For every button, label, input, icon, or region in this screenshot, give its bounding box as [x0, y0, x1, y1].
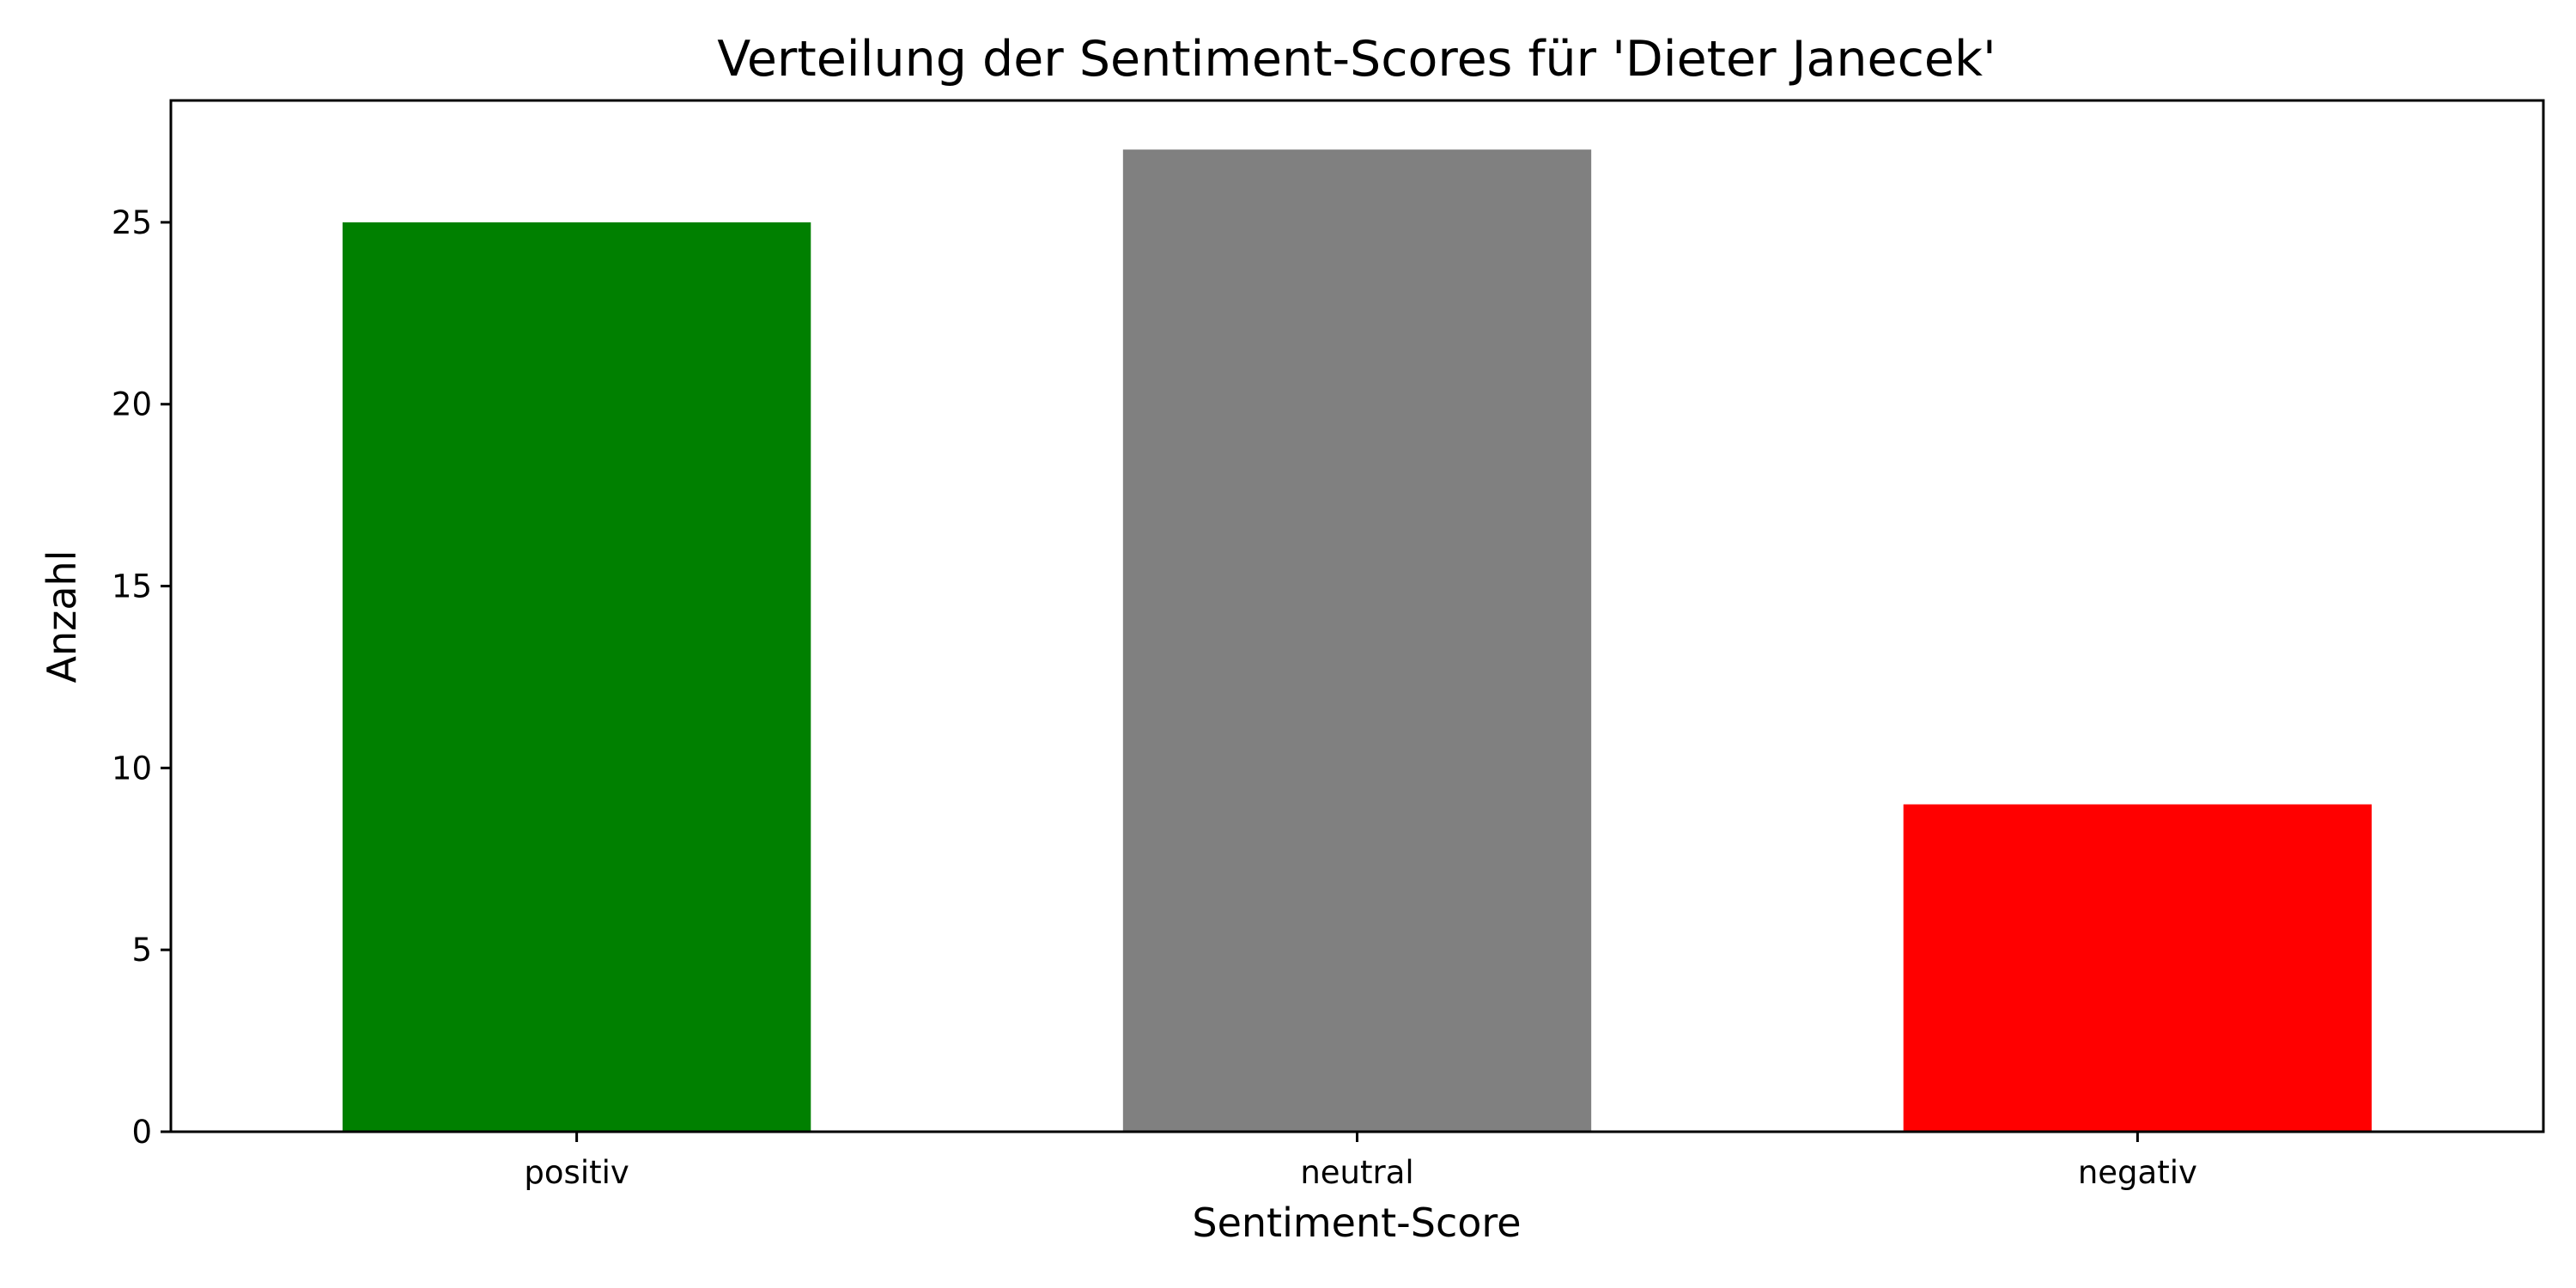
bars-group [342, 149, 2372, 1133]
chart-title: Verteilung der Sentiment-Scores für 'Die… [717, 31, 1996, 88]
y-tick-label: 5 [131, 932, 152, 969]
y-tick-label: 15 [112, 568, 152, 605]
y-tick-label: 20 [112, 386, 152, 423]
x-tick-label-positiv: positiv [524, 1154, 629, 1191]
bar-negativ [1903, 804, 2372, 1132]
y-axis-ticks: 0 5 10 15 20 25 [112, 204, 171, 1151]
bar-positiv [342, 222, 811, 1132]
y-tick-label: 25 [112, 204, 152, 241]
y-tick-label: 0 [131, 1114, 152, 1151]
y-axis-label: Anzahl [39, 550, 85, 683]
x-tick-label-neutral: neutral [1300, 1154, 1413, 1191]
bar-neutral [1122, 149, 1592, 1133]
x-axis-label: Sentiment-Score [1192, 1200, 1521, 1246]
x-axis-ticks: positiv neutral negativ [524, 1132, 2197, 1191]
y-tick-label: 10 [112, 750, 152, 787]
x-tick-label-negativ: negativ [2078, 1154, 2197, 1191]
